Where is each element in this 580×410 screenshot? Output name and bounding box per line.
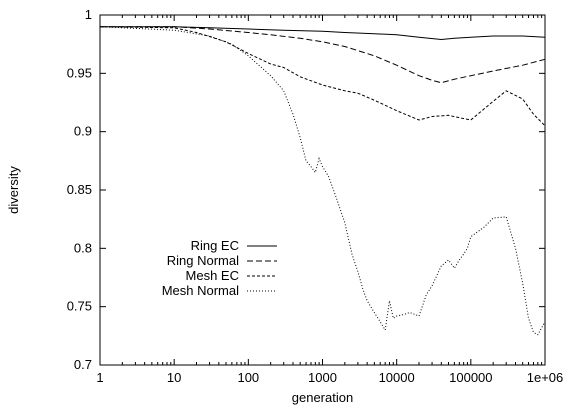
x-tick-label: 100 — [237, 370, 259, 385]
x-tick-label: 1000 — [308, 370, 337, 385]
x-tick-label: 10 — [167, 370, 181, 385]
plot-area-frame — [99, 14, 546, 366]
legend-label-ring-normal: Ring Normal — [167, 253, 239, 268]
y-axis-title: diversity — [6, 166, 21, 214]
y-axis-ticks: 0.7 0.75 0.8 0.85 0.9 0.95 1 — [67, 7, 545, 372]
y-tick-label: 0.9 — [74, 124, 92, 139]
legend-label-mesh-ec: Mesh EC — [186, 268, 239, 283]
series-line-mesh-normal — [99, 26, 546, 336]
legend-label-mesh-normal: Mesh Normal — [162, 283, 239, 298]
x-tick-label: 10000 — [379, 370, 415, 385]
series-line-ring-normal — [100, 26, 546, 84]
x-axis-title: generation — [292, 390, 353, 405]
legend-label-ring-ec: Ring EC — [191, 238, 239, 253]
y-tick-label: 1 — [85, 7, 92, 22]
y-tick-label: 0.85 — [67, 182, 92, 197]
y-tick-label: 0.7 — [74, 357, 92, 372]
y-tick-label: 0.75 — [67, 299, 92, 314]
x-axis-ticks: 1 10 100 1000 10000 100000 1e+06 — [96, 15, 563, 385]
series-line-ring-ec — [100, 26, 546, 41]
x-tick-label: 1 — [96, 370, 103, 385]
series-line-mesh-ec — [99, 26, 546, 127]
x-tick-label: 100000 — [449, 370, 492, 385]
y-tick-label: 0.8 — [74, 240, 92, 255]
y-tick-label: 0.95 — [67, 65, 92, 80]
x-tick-label: 1e+06 — [527, 370, 564, 385]
series-lines — [99, 26, 546, 336]
